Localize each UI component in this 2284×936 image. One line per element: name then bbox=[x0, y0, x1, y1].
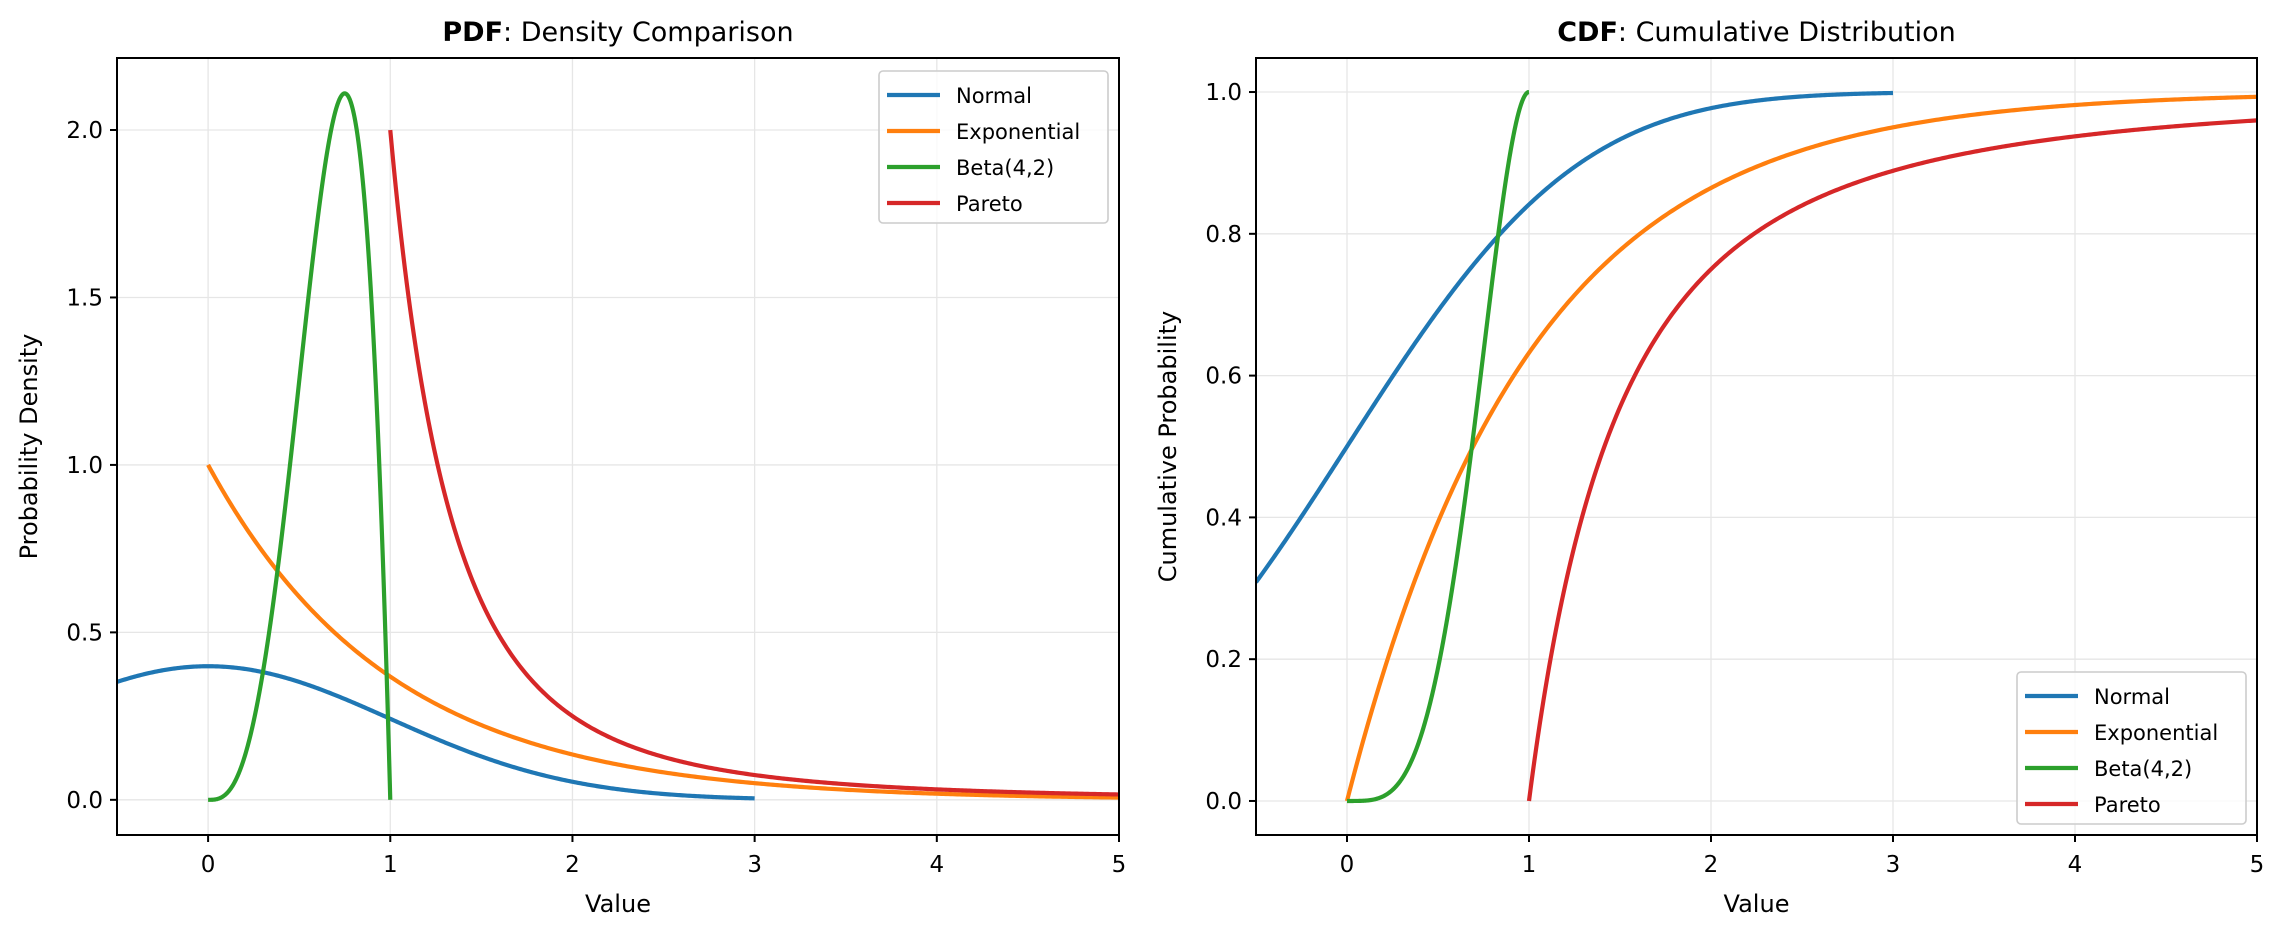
series-line-beta-4-2 bbox=[1345, 89, 1531, 804]
x-tick-label: 3 bbox=[747, 852, 762, 878]
x-tick-label: 1 bbox=[1522, 852, 1537, 878]
x-axis-label: Value bbox=[585, 890, 651, 918]
y-tick-label: 1.0 bbox=[66, 453, 103, 479]
chart-title-bold: CDF bbox=[1557, 17, 1618, 48]
series-group bbox=[117, 91, 1119, 802]
y-tick-label: 2.0 bbox=[66, 118, 103, 144]
legend-label: Pareto bbox=[956, 192, 1023, 216]
x-tick-label: 2 bbox=[1704, 852, 1719, 878]
x-tick-label: 5 bbox=[2250, 852, 2265, 878]
chart-title-rest: : Density Comparison bbox=[503, 17, 794, 48]
legend-box bbox=[2016, 671, 2247, 825]
y-tick-label: 0.6 bbox=[1205, 364, 1242, 390]
y-tick-label: 1.0 bbox=[1205, 80, 1242, 106]
cdf-axes: 0 1 2 3 4 5 0.0 0.2 0.4 0.6 0.8 1.0 Value Cumulative … bbox=[1154, 17, 2264, 918]
series-line-exponential bbox=[1344, 94, 2257, 802]
legend: Normal Exponential Beta(4,2) Pareto bbox=[878, 70, 1109, 224]
x-tick-label: 1 bbox=[383, 852, 398, 878]
y-axis-label: Cumulative Probability bbox=[1154, 311, 1182, 582]
pdf-axes: 0 1 2 3 4 5 0.0 0.5 1.0 1.5 2.0 Value Probability De… bbox=[15, 17, 1126, 918]
x-tick-label: 3 bbox=[1886, 852, 1901, 878]
y-tick-label: 0.2 bbox=[1205, 647, 1242, 673]
x-tick-label: 2 bbox=[565, 852, 580, 878]
x-tick-label: 4 bbox=[929, 852, 944, 878]
legend-label: Normal bbox=[2094, 685, 2170, 709]
x-tick-label: 5 bbox=[1112, 852, 1127, 878]
series-line-normal bbox=[1256, 90, 1894, 584]
series-line-exponential bbox=[206, 463, 1119, 800]
y-tick-label: 1.5 bbox=[66, 285, 103, 311]
chart-title-bold: PDF bbox=[442, 17, 503, 48]
axes-frame bbox=[1255, 57, 2258, 836]
legend-label: Beta(4,2) bbox=[2094, 757, 2192, 781]
legend: Normal Exponential Beta(4,2) Pareto bbox=[2016, 671, 2247, 825]
chart-title: PDF: Density Comparison bbox=[442, 17, 793, 48]
x-tick-label: 0 bbox=[1340, 852, 1355, 878]
legend-label: Beta(4,2) bbox=[956, 156, 1054, 180]
legend-label: Exponential bbox=[956, 120, 1080, 144]
x-tick-label: 4 bbox=[2068, 852, 2083, 878]
legend-label: Exponential bbox=[2094, 721, 2218, 745]
series-line-pareto bbox=[1526, 118, 2257, 802]
series-line-pareto bbox=[388, 129, 1119, 797]
axes-frame bbox=[116, 57, 1120, 836]
series-line-beta-4-2 bbox=[206, 91, 393, 802]
y-axis-label: Probability Density bbox=[15, 334, 43, 560]
legend-box bbox=[878, 70, 1109, 224]
y-tick-label: 0.4 bbox=[1205, 505, 1242, 531]
legend-label: Normal bbox=[956, 84, 1032, 108]
series-line-normal bbox=[117, 664, 756, 801]
legend-label: Pareto bbox=[2094, 793, 2161, 817]
x-tick-label: 0 bbox=[201, 852, 216, 878]
y-tick-label: 0.0 bbox=[66, 788, 103, 814]
series-group bbox=[1256, 89, 2257, 804]
y-tick-label: 0.8 bbox=[1205, 222, 1242, 248]
x-axis-label: Value bbox=[1724, 890, 1790, 918]
chart-title-rest: : Cumulative Distribution bbox=[1618, 17, 1956, 48]
chart-title: CDF: Cumulative Distribution bbox=[1557, 17, 1956, 48]
y-tick-label: 0.5 bbox=[66, 620, 103, 646]
y-tick-label: 0.0 bbox=[1205, 789, 1242, 815]
